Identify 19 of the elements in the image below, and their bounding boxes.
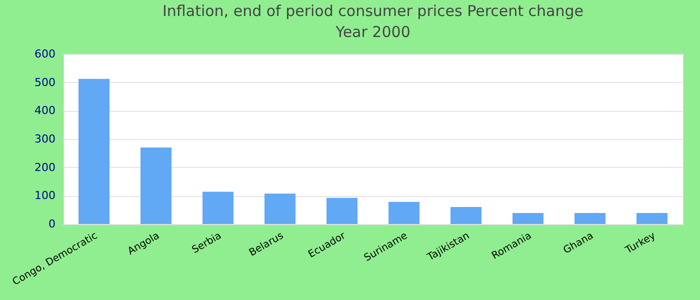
- chart-subtitle: Year 2000: [334, 23, 410, 41]
- bar: [512, 212, 544, 224]
- bar: [326, 198, 358, 224]
- bar: [388, 202, 420, 224]
- y-tick-label: 300: [34, 132, 56, 146]
- bar: [202, 192, 234, 224]
- bar: [140, 148, 172, 224]
- bar: [450, 207, 482, 224]
- y-tick-label: 600: [34, 48, 56, 60]
- bar: [574, 212, 606, 224]
- chart-title: Inflation, end of period consumer prices Percent change: [162, 2, 584, 20]
- y-tick-label: 400: [34, 104, 56, 118]
- y-tick-label: 500: [34, 76, 56, 89]
- bar: [636, 212, 668, 224]
- y-tick-label: 100: [34, 189, 56, 202]
- bar: [78, 78, 110, 224]
- bar: [264, 194, 296, 224]
- y-tick-label: 0: [48, 218, 56, 230]
- y-tick-label: 200: [34, 160, 56, 174]
